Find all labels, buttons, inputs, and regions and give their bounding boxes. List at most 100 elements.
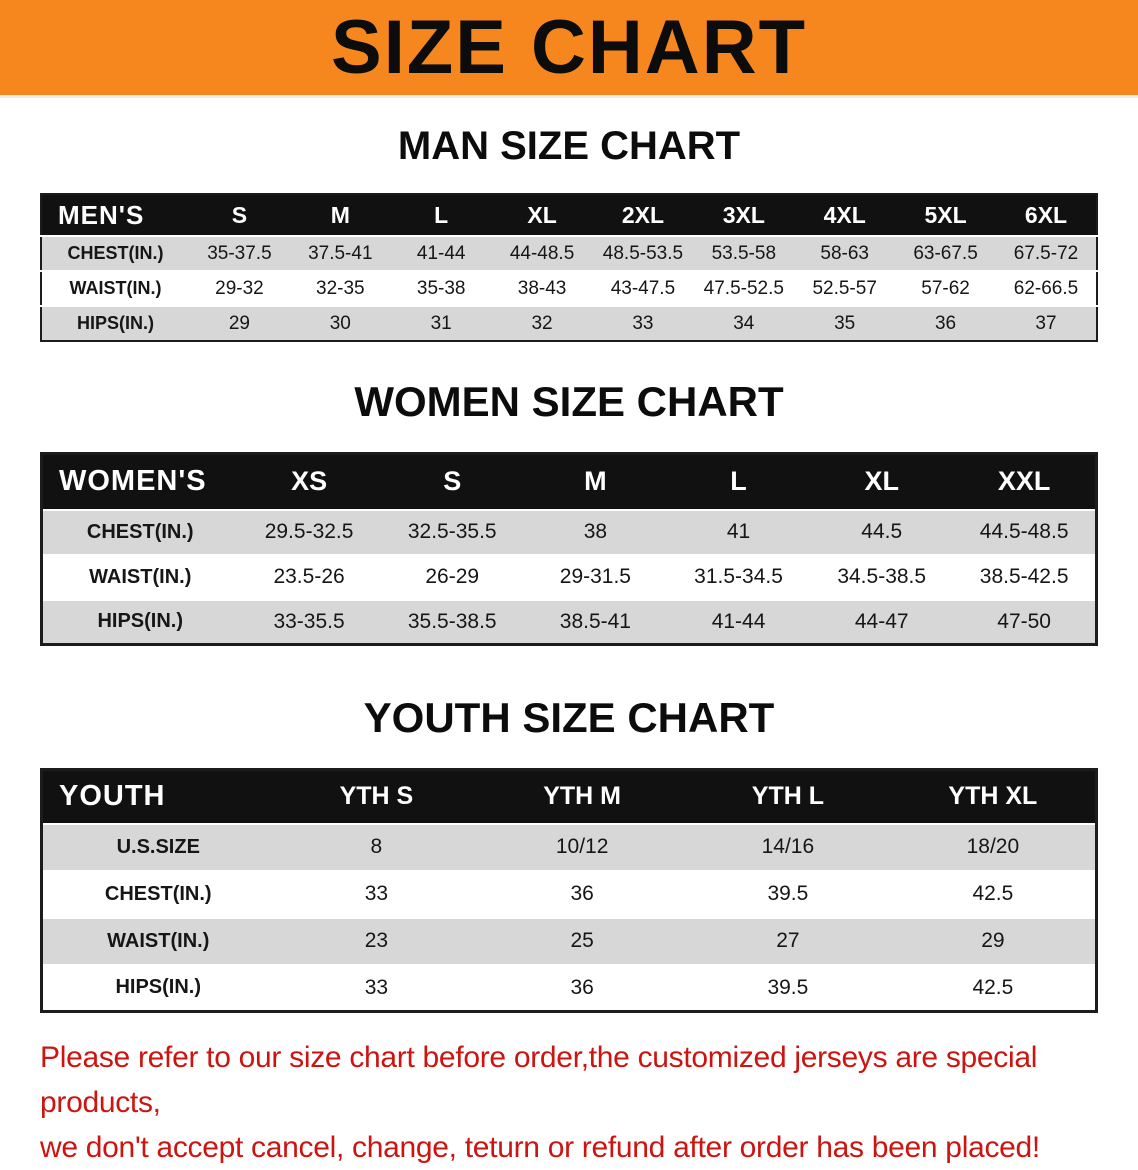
size-value-cell: 33-35.5 [237,598,381,645]
table-body: CHEST(IN.) 29.5-32.5 32.5-35.5 38 41 44.5 44.5… [41,508,1097,645]
disclaimer-line-1: Please refer to our size chart before or… [40,1041,1038,1119]
youth-size-table: YOUTH YTH S YTH M YTH L YTH XL U.S.SIZE 8 10/12… [40,768,1098,1013]
size-value-cell: 34 [693,305,795,341]
size-value-cell: 57-62 [895,270,996,306]
row-label-cell: U.S.SIZE [41,822,274,871]
size-value-cell: 48.5-53.5 [592,235,694,271]
size-value-cell: 38.5-42.5 [953,553,1097,600]
size-value-cell: 32.5-35.5 [380,508,524,555]
table-row: CHEST(IN.) 33 36 39.5 42.5 [41,869,1097,918]
size-header-cell: 3XL [693,194,795,236]
size-value-cell: 44-47 [810,598,954,645]
size-value-cell: 36 [479,963,685,1012]
size-value-cell: 35.5-38.5 [380,598,524,645]
table-title-cell: WOMEN'S [41,453,238,510]
size-header-cell: 4XL [794,194,896,236]
size-value-cell: 27 [685,916,891,965]
size-value-cell: 35-37.5 [189,235,290,271]
size-value-cell: 44-48.5 [491,235,593,271]
size-header-cell: XL [810,453,954,510]
size-header-cell: M [523,453,667,510]
size-value-cell: 26-29 [380,553,524,600]
size-header-cell: YTH L [685,769,891,824]
table-row: HIPS(IN.) 33-35.5 35.5-38.5 38.5-41 41-44 44-… [41,598,1097,645]
size-value-cell: 44.5-48.5 [953,508,1097,555]
table-head: WOMEN'S XS S M L XL XXL [41,453,1097,510]
size-value-cell: 29 [189,305,290,341]
size-value-cell: 53.5-58 [693,235,795,271]
size-value-cell: 33 [273,963,480,1012]
size-header-cell: XXL [953,453,1097,510]
size-value-cell: 47.5-52.5 [693,270,795,306]
row-label-cell: HIPS(IN.) [41,598,238,645]
table-row: HIPS(IN.) 33 36 39.5 42.5 [41,963,1097,1012]
size-value-cell: 42.5 [890,869,1097,918]
table-row: WAIST(IN.) 23 25 27 29 [41,916,1097,965]
table-row: WAIST(IN.) 23.5-26 26-29 29-31.5 31.5-34.5 34… [41,553,1097,600]
row-label-cell: WAIST(IN.) [41,553,238,600]
size-header-cell: 5XL [895,194,996,236]
size-header-cell: XS [237,453,381,510]
size-header-cell: S [380,453,524,510]
size-value-cell: 36 [895,305,996,341]
size-value-cell: 8 [273,822,480,871]
size-value-cell: 58-63 [794,235,896,271]
size-value-cell: 10/12 [479,822,685,871]
table-header-row: MEN'S S M L XL 2XL 3XL 4XL 5XL 6XL [41,194,1097,236]
row-label-cell: WAIST(IN.) [41,916,274,965]
size-value-cell: 18/20 [890,822,1097,871]
size-value-cell: 32-35 [289,270,391,306]
row-label-cell: HIPS(IN.) [41,963,274,1012]
size-value-cell: 29.5-32.5 [237,508,381,555]
size-value-cell: 33 [592,305,694,341]
page-title: SIZE CHART [331,4,807,90]
size-value-cell: 38.5-41 [523,598,667,645]
table-head: YOUTH YTH S YTH M YTH L YTH XL [41,769,1097,824]
table-body: CHEST(IN.) 35-37.5 37.5-41 41-44 44-48.5 48.5… [41,235,1097,341]
youth-section-heading: YOUTH SIZE CHART [363,694,775,741]
size-value-cell: 67.5-72 [996,235,1097,271]
size-value-cell: 29-31.5 [523,553,667,600]
size-value-cell: 35 [794,305,896,341]
size-header-cell: YTH M [479,769,685,824]
size-value-cell: 41-44 [390,235,492,271]
size-value-cell: 41 [666,508,811,555]
men-size-table: MEN'S S M L XL 2XL 3XL 4XL 5XL 6XL CHEST(IN.) 35-37… [40,193,1098,342]
size-value-cell: 37.5-41 [289,235,391,271]
size-value-cell: 52.5-57 [794,270,896,306]
size-value-cell: 33 [273,869,480,918]
size-header-cell: S [189,194,290,236]
men-section-heading: MAN SIZE CHART [397,124,741,168]
size-value-cell: 42.5 [890,963,1097,1012]
size-value-cell: 23.5-26 [237,553,381,600]
women-size-section: WOMEN SIZE CHART WOMEN'S XS S M L XL XXL CHEST(… [0,378,1138,646]
table-row: HIPS(IN.) 29 30 31 32 33 34 35 36 37 [41,305,1097,341]
size-value-cell: 37 [996,305,1097,341]
size-value-cell: 31.5-34.5 [666,553,811,600]
size-value-cell: 43-47.5 [592,270,694,306]
table-row: CHEST(IN.) 29.5-32.5 32.5-35.5 38 41 44.5 44.5… [41,508,1097,555]
size-header-cell: YTH S [273,769,480,824]
size-value-cell: 30 [289,305,391,341]
youth-size-section: YOUTH SIZE CHART YOUTH YTH S YTH M YTH L YTH… [0,694,1138,1013]
table-body: U.S.SIZE 8 10/12 14/16 18/20 CHEST(IN.) 33 36 39… [41,822,1097,1012]
banner: SIZE CHART [0,0,1138,98]
disclaimer: Please refer to our size chart before or… [40,1035,1100,1170]
size-header-cell: M [289,194,391,236]
row-label-cell: CHEST(IN.) [41,235,189,271]
table-row: WAIST(IN.) 29-32 32-35 35-38 38-43 43-47.5 47.… [41,270,1097,306]
size-value-cell: 63-67.5 [895,235,996,271]
size-header-cell: 6XL [996,194,1097,236]
size-value-cell: 23 [273,916,480,965]
row-label-cell: WAIST(IN.) [41,270,189,306]
size-value-cell: 36 [479,869,685,918]
table-title-cell: YOUTH [41,769,274,824]
row-label-cell: CHEST(IN.) [41,869,274,918]
row-label-cell: HIPS(IN.) [41,305,189,341]
size-header-cell: L [666,453,811,510]
size-value-cell: 44.5 [810,508,954,555]
size-value-cell: 31 [390,305,492,341]
size-value-cell: 38-43 [491,270,593,306]
size-value-cell: 39.5 [685,963,891,1012]
